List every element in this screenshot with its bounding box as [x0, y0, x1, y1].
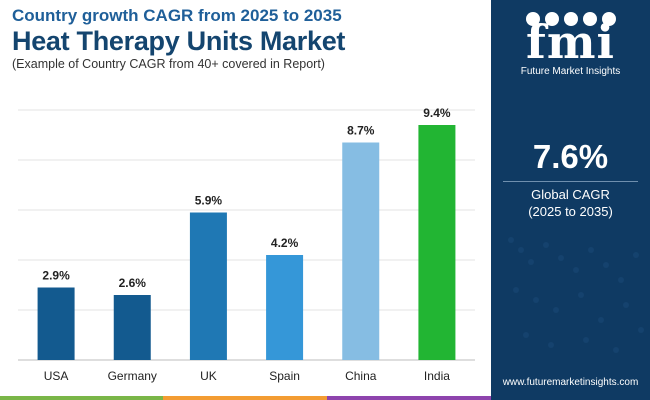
- bar-india: [418, 125, 456, 360]
- title-block: Country growth CAGR from 2025 to 2035 He…: [12, 6, 345, 72]
- data-label-india: 9.4%: [423, 106, 451, 120]
- chart-subtitle: Country growth CAGR from 2025 to 2035: [12, 6, 342, 25]
- logo-subtitle: Future Market Insights: [520, 66, 621, 77]
- chart-title: Heat Therapy Units Market: [12, 26, 346, 56]
- bar-spain: [266, 255, 304, 360]
- data-label-china: 8.7%: [347, 124, 375, 138]
- bottom-bar-purple: [327, 396, 491, 400]
- world-map-pattern: [508, 237, 644, 353]
- x-tick-label-usa: USA: [44, 369, 69, 383]
- x-tick-label-india: India: [424, 369, 450, 383]
- bottom-bar-green: [0, 396, 163, 400]
- bar-germany: [113, 295, 151, 360]
- x-tick-label-uk: UK: [200, 369, 217, 383]
- bar-uk: [189, 212, 227, 360]
- fmi-logo: fmi Future Market Insights: [491, 10, 650, 78]
- x-tick-label-spain: Spain: [269, 369, 300, 383]
- bar-china: [342, 142, 380, 360]
- summary-panel: fmi Future Market Insights 7.6% Global C…: [491, 0, 650, 400]
- divider: [503, 181, 638, 182]
- data-label-spain: 4.2%: [271, 236, 299, 250]
- global-cagr-label-line2: (2025 to 2035): [528, 204, 613, 219]
- logo-text: fmi: [526, 15, 615, 69]
- global-cagr-label: Global CAGR (2025 to 2035): [491, 186, 650, 220]
- x-tick-label-germany: Germany: [108, 369, 157, 383]
- global-cagr-value: 7.6%: [532, 138, 609, 175]
- data-label-germany: 2.6%: [119, 276, 147, 290]
- bar-usa: [37, 287, 75, 360]
- chart-note: (Example of Country CAGR from 40+ covere…: [12, 57, 325, 71]
- logo-icons: [526, 12, 616, 26]
- data-label-uk: 5.9%: [195, 194, 223, 208]
- x-tick-label-china: China: [345, 369, 377, 383]
- bar-chart: 2.9% USA 2.6% Germany 5.9% UK 4.2% Spain 8.7% Chi…: [18, 106, 475, 383]
- global-cagr-label-line1: Global CAGR: [531, 187, 610, 202]
- website-link[interactable]: www.futuremarketinsights.com: [502, 377, 639, 388]
- bottom-bar-orange: [163, 396, 327, 400]
- data-label-usa: 2.9%: [42, 269, 70, 283]
